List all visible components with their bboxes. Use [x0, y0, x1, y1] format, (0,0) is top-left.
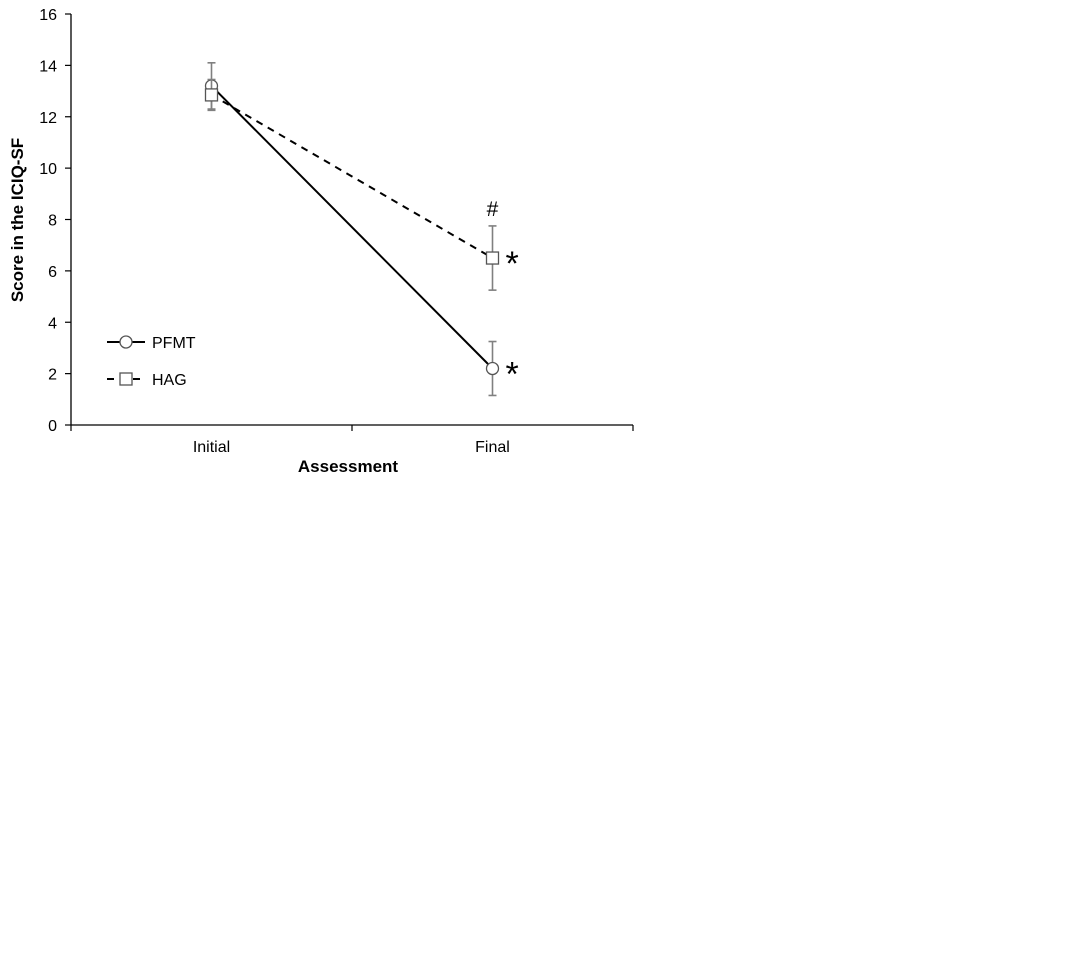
legend-item-pfmt: PFMT: [107, 335, 196, 352]
legend-marker-circle: [119, 335, 133, 349]
y-tick-label: 16: [39, 7, 57, 24]
legend-item-hag: HAG: [107, 372, 187, 389]
annotation-asterisk: *: [506, 355, 519, 393]
series-layer: [204, 62, 500, 397]
legend-label: HAG: [152, 372, 187, 389]
series-line-pfmt: [210, 85, 494, 370]
legend-label: PFMT: [152, 335, 196, 352]
data-point-circle: [485, 361, 500, 376]
annotation-hash: #: [487, 198, 499, 221]
y-tick-label: 14: [39, 58, 57, 75]
annotations: # * *: [487, 198, 519, 394]
y-tick-label: 4: [48, 315, 57, 332]
y-tick-label: 0: [48, 418, 57, 435]
axes: [70, 14, 633, 426]
x-tick-label: Initial: [193, 439, 230, 456]
y-tick-label: 10: [39, 161, 57, 178]
data-point-square: [204, 88, 219, 102]
y-axis-ticks: 0 2 4 6 8 10 12 14 16: [39, 7, 71, 435]
y-tick-label: 12: [39, 110, 57, 127]
legend-marker-square: [119, 372, 133, 386]
series-line-hag: [210, 94, 494, 259]
data-point-square: [485, 251, 500, 265]
x-axis-ticks: Initial Final: [70, 425, 634, 456]
legend: PFMT HAG: [107, 335, 196, 389]
y-axis-title: Score in the ICIQ-SF: [8, 138, 27, 302]
y-tick-label: 6: [48, 264, 57, 281]
series-pfmt: [204, 62, 500, 397]
x-tick-label: Final: [475, 439, 510, 456]
y-tick-label: 8: [48, 213, 57, 230]
series-hag: [204, 78, 500, 291]
x-axis-title: Assessment: [298, 457, 399, 476]
annotation-asterisk: *: [506, 245, 519, 283]
y-tick-label: 2: [48, 367, 57, 384]
